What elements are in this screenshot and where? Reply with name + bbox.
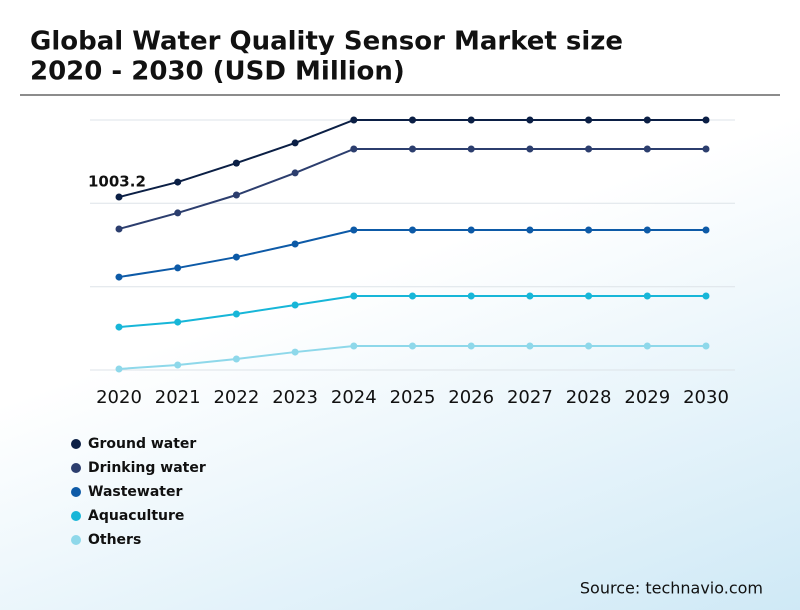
data-point [409, 342, 416, 350]
data-point [643, 292, 651, 300]
data-point [467, 116, 475, 124]
data-point [115, 273, 123, 281]
data-point [643, 145, 651, 153]
data-point [643, 342, 651, 350]
data-point [702, 292, 710, 300]
data-point [467, 342, 475, 350]
data-point [585, 145, 593, 153]
data-point [174, 318, 182, 326]
legend-label: Wastewater [88, 484, 182, 500]
x-tick-label: 2029 [624, 387, 670, 408]
series-line [118, 229, 706, 279]
data-point [115, 225, 123, 233]
data-point [526, 342, 534, 350]
data-point [291, 348, 299, 356]
data-point [174, 209, 182, 217]
chart-subtitle: 2020 - 2030 (USD Million) [30, 57, 405, 87]
legend-label: Others [88, 532, 141, 548]
data-point [643, 226, 651, 234]
x-tick-label: 2030 [683, 387, 729, 408]
x-tick-label: 2023 [272, 387, 318, 408]
x-tick-label: 2020 [96, 387, 142, 408]
data-point [643, 116, 651, 124]
legend-marker [71, 535, 81, 545]
data-point [526, 226, 534, 234]
data-point [350, 116, 358, 124]
source: Source: technavio.com [580, 579, 763, 598]
data-point [232, 355, 240, 363]
data-point [115, 365, 123, 373]
legend-label: Aquaculture [88, 508, 184, 524]
x-tick-label: 2024 [331, 387, 377, 408]
data-point [467, 145, 475, 153]
data-point [526, 145, 534, 153]
data-point [174, 178, 182, 186]
data-point [585, 116, 593, 124]
data-point [526, 292, 534, 300]
series-line [118, 119, 706, 199]
data-point [174, 361, 182, 369]
data-point [409, 116, 416, 124]
data-point [115, 193, 123, 201]
data-point [350, 226, 358, 234]
data-point [467, 292, 475, 300]
data-point [702, 116, 710, 124]
data-point [232, 253, 240, 261]
x-tick-label: 2027 [507, 387, 553, 408]
x-tick-label: 2025 [390, 387, 436, 408]
data-point [291, 169, 299, 177]
series-line [118, 295, 706, 329]
data-point [350, 342, 358, 350]
legend-label: Ground water [88, 436, 196, 452]
data-point [702, 342, 710, 350]
data-point [702, 145, 710, 153]
data-label: 1003.2 [88, 173, 146, 191]
data-point [115, 323, 123, 331]
data-point [174, 264, 182, 272]
legend-marker [71, 463, 81, 473]
legend-marker [71, 439, 81, 449]
data-point [409, 226, 416, 234]
data-point [291, 139, 299, 147]
data-point [291, 240, 299, 248]
x-tick-label: 2028 [566, 387, 612, 408]
data-point [232, 159, 240, 167]
data-point [350, 145, 358, 153]
x-tick-label: 2021 [155, 387, 201, 408]
data-point [702, 226, 710, 234]
data-point [467, 226, 475, 234]
series-line [118, 147, 706, 230]
x-tick-label: 2022 [213, 387, 259, 408]
chart-title: Global Water Quality Sensor Market size [30, 27, 623, 57]
data-point [232, 310, 240, 318]
legend-marker [71, 487, 81, 497]
data-point [409, 292, 416, 300]
x-tick-label: 2026 [448, 387, 494, 408]
data-point [585, 342, 593, 350]
data-point [526, 116, 534, 124]
data-point [232, 191, 240, 199]
data-point [585, 226, 593, 234]
legend-label: Drinking water [88, 460, 206, 476]
data-point [585, 292, 593, 300]
data-point [291, 301, 299, 309]
legend-marker [71, 511, 81, 521]
data-point [409, 145, 416, 153]
data-point [350, 292, 358, 300]
